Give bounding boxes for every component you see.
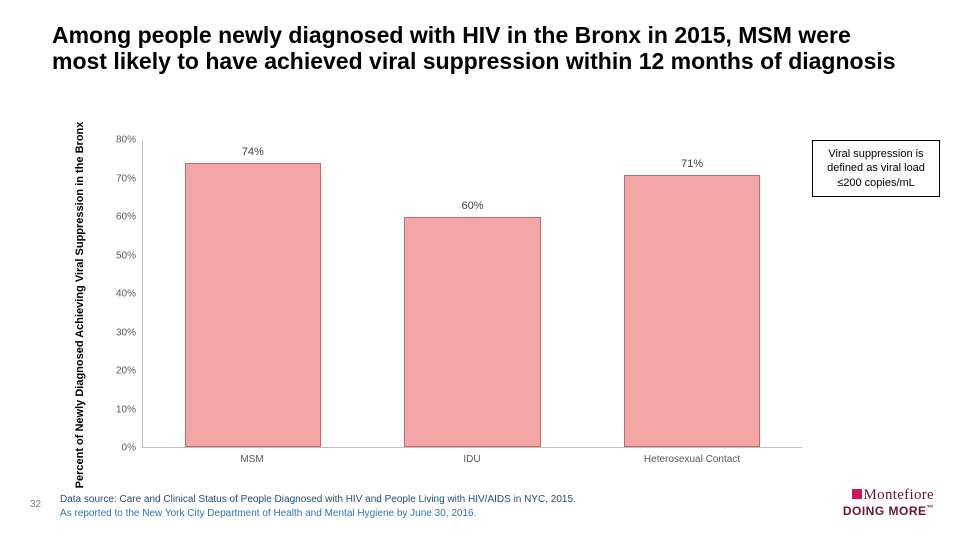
brand-logo: Montefiore DOING MORE™ <box>843 487 934 518</box>
x-axis: MSMIDUHeterosexual Contact <box>142 448 802 470</box>
x-tick: Heterosexual Contact <box>582 448 802 470</box>
x-tick: IDU <box>362 448 582 470</box>
y-tick: 40% <box>116 289 136 300</box>
bar-value-label: 60% <box>461 200 483 212</box>
logo-square-icon <box>852 489 862 499</box>
slide-title: Among people newly diagnosed with HIV in… <box>52 22 900 75</box>
bar-value-label: 74% <box>242 146 264 158</box>
y-tick: 10% <box>116 404 136 415</box>
plot-area: 0%10%20%30%40%50%60%70%80% 74%60%71% <box>98 140 802 448</box>
y-tick: 30% <box>116 327 136 338</box>
bar-chart: Percent of Newly Diagnosed Achieving Vir… <box>62 140 802 470</box>
footer-citation: Data source: Care and Clinical Status of… <box>60 493 700 520</box>
footer-date: As reported to the New York City Departm… <box>60 507 700 521</box>
y-tick: 20% <box>116 366 136 377</box>
y-tick: 70% <box>116 173 136 184</box>
logo-tagline: DOING MORE™ <box>843 504 934 518</box>
y-axis-label: Percent of Newly Diagnosed Achieving Vir… <box>74 122 86 489</box>
footer-source: Data source: Care and Clinical Status of… <box>60 493 700 507</box>
logo-name: Montefiore <box>843 487 934 504</box>
y-axis-label-wrap: Percent of Newly Diagnosed Achieving Vir… <box>62 140 98 470</box>
page-number: 32 <box>30 499 41 510</box>
y-tick: 50% <box>116 250 136 261</box>
bar: 60% <box>404 217 540 447</box>
bar: 71% <box>624 175 760 447</box>
bar: 74% <box>185 163 321 447</box>
y-axis: 0%10%20%30%40%50%60%70%80% <box>98 140 142 448</box>
bars-region: 74% 60% 71% <box>142 140 802 448</box>
definition-note: Viral suppression is defined as viral lo… <box>812 140 940 197</box>
bar-value-label: 71% <box>681 158 703 170</box>
x-tick: MSM <box>142 448 362 470</box>
y-tick: 80% <box>116 135 136 146</box>
y-tick: 0% <box>122 443 136 454</box>
y-tick: 60% <box>116 212 136 223</box>
